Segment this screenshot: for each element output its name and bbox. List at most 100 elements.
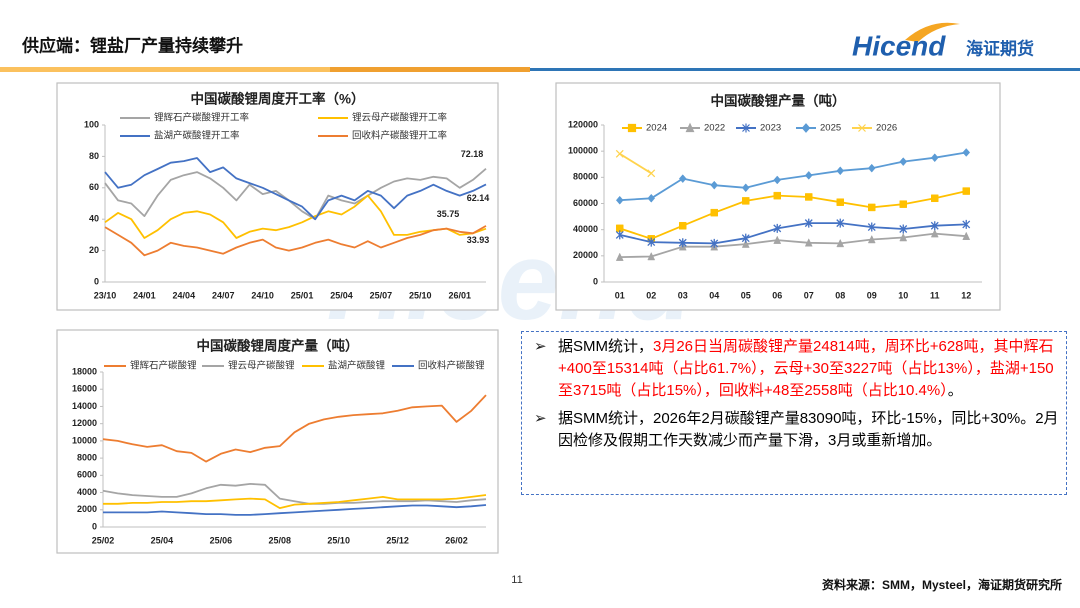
point-marker xyxy=(647,237,656,247)
text-run: 据SMM统计，2026年2月碳酸锂产量83090吨，环比-15%，同比+30%。… xyxy=(558,410,1059,449)
point-marker xyxy=(962,187,970,195)
y-tick-label: 120000 xyxy=(568,119,598,129)
text-box: 据SMM统计，3月26日当周碳酸锂产量24814吨，周环比+628吨，其中辉石+… xyxy=(521,331,1067,495)
end-value-label: 33.93 xyxy=(467,235,490,245)
point-marker xyxy=(678,174,687,184)
series-line xyxy=(102,394,487,463)
series-line xyxy=(104,157,487,221)
x-tick-label: 03 xyxy=(678,290,688,300)
y-tick-label: 80 xyxy=(89,151,99,161)
point-marker xyxy=(867,222,876,232)
y-tick-label: 10000 xyxy=(72,435,97,445)
point-marker xyxy=(804,238,813,247)
legend-marker xyxy=(742,123,750,133)
chart-title: 中国碳酸锂产量（吨） xyxy=(711,93,846,109)
point-marker xyxy=(836,166,845,176)
point-marker xyxy=(836,198,844,206)
slide-title: 供应端：锂盐厂产量持续攀升 xyxy=(21,35,243,55)
legend-marker xyxy=(801,123,811,133)
point-marker xyxy=(710,238,719,248)
x-tick-label: 25/10 xyxy=(327,535,350,545)
y-tick-label: 12000 xyxy=(72,418,97,428)
x-tick-label: 25/07 xyxy=(370,290,393,300)
x-tick-label: 25/04 xyxy=(330,290,353,300)
point-marker xyxy=(805,193,813,201)
legend-label: 2022 xyxy=(704,123,725,134)
point-marker xyxy=(962,219,971,229)
point-marker xyxy=(615,149,624,158)
x-tick-label: 04 xyxy=(709,290,719,300)
y-tick-label: 8000 xyxy=(77,452,97,462)
point-marker xyxy=(647,169,656,178)
end-value-label: 72.18 xyxy=(461,149,484,159)
point-marker xyxy=(647,193,656,203)
x-tick-label: 10 xyxy=(898,290,908,300)
x-tick-label: 25/06 xyxy=(210,535,233,545)
text-run: 据SMM统计， xyxy=(558,338,653,355)
x-tick-label: 02 xyxy=(646,290,656,300)
point-marker xyxy=(962,231,971,240)
x-tick-label: 09 xyxy=(867,290,877,300)
point-marker xyxy=(930,153,939,163)
series-line xyxy=(104,168,487,221)
x-tick-label: 24/07 xyxy=(212,290,235,300)
point-marker xyxy=(647,251,656,261)
series-line xyxy=(619,153,652,175)
header-bar xyxy=(330,67,530,72)
x-tick-label: 06 xyxy=(772,290,782,300)
point-marker xyxy=(804,170,813,180)
x-tick-label: 26/02 xyxy=(445,535,468,545)
chart-frame xyxy=(56,82,499,311)
point-marker xyxy=(615,230,624,240)
logo: Hicend xyxy=(852,30,946,61)
x-tick-label: 12 xyxy=(961,290,971,300)
y-tick-label: 40 xyxy=(89,214,99,224)
source: 资料来源：SMM，Mysteel，海证期货研究所 xyxy=(822,577,1062,592)
x-tick-label: 11 xyxy=(930,290,940,300)
legend-label: 盐湖产碳酸锂开工率 xyxy=(154,130,240,142)
x-tick-label: 25/08 xyxy=(269,535,292,545)
x-tick-label: 25/10 xyxy=(409,290,432,300)
y-tick-label: 60 xyxy=(89,182,99,192)
point-marker xyxy=(930,221,939,231)
header-bar xyxy=(530,68,1080,71)
point-marker xyxy=(868,203,876,212)
point-marker xyxy=(899,200,907,208)
page-number: 11 xyxy=(511,574,522,586)
y-tick-label: 16000 xyxy=(72,384,97,394)
point-marker xyxy=(867,234,876,244)
y-tick-label: 100 xyxy=(84,119,99,129)
end-value-label: 62.14 xyxy=(467,193,490,203)
series-line xyxy=(619,151,967,202)
legend-label: 锂辉石产碳酸锂 xyxy=(130,360,197,372)
series-line xyxy=(102,483,487,505)
series-line xyxy=(619,222,967,245)
series-line xyxy=(619,190,967,240)
legend-label: 2026 xyxy=(876,123,897,134)
point-marker xyxy=(804,218,813,228)
point-marker xyxy=(615,252,624,261)
point-marker xyxy=(773,191,781,200)
series-line xyxy=(104,225,487,257)
x-tick-label: 25/12 xyxy=(386,535,409,545)
y-tick-label: 18000 xyxy=(72,366,97,376)
point-marker xyxy=(678,238,687,248)
x-tick-label: 25/02 xyxy=(92,535,115,545)
point-marker xyxy=(773,223,782,233)
series-line xyxy=(103,494,487,509)
point-marker xyxy=(930,229,939,238)
point-marker xyxy=(836,218,845,228)
legend-label: 锂云母产碳酸锂开工率 xyxy=(352,112,448,124)
x-tick-label: 01 xyxy=(615,290,625,300)
point-marker xyxy=(899,224,908,234)
chart-frame xyxy=(56,329,499,554)
x-tick-label: 07 xyxy=(804,290,814,300)
y-tick-label: 60000 xyxy=(573,198,598,208)
legend-marker xyxy=(858,124,866,132)
x-tick-label: 25/04 xyxy=(151,535,174,545)
bullet: 据SMM统计，3月26日当周碳酸锂产量24814吨，周环比+628吨，其中辉石+… xyxy=(528,336,1060,402)
point-marker xyxy=(741,239,750,248)
point-marker xyxy=(867,163,876,173)
point-marker xyxy=(679,221,687,230)
legend-marker xyxy=(685,122,695,133)
